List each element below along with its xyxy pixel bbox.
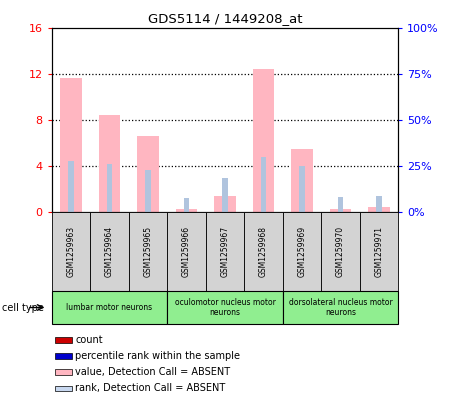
Bar	[90, 212, 129, 291]
Bar	[60, 78, 81, 212]
Bar	[222, 178, 228, 212]
Bar	[321, 212, 360, 291]
Text: rank, Detection Call = ABSENT: rank, Detection Call = ABSENT	[76, 384, 226, 393]
Text: count: count	[76, 335, 103, 345]
Bar	[52, 212, 90, 291]
Text: lumbar motor neurons: lumbar motor neurons	[67, 303, 153, 312]
Bar	[360, 212, 398, 291]
Bar	[299, 166, 305, 212]
Text: oculomotor nucleus motor
neurons: oculomotor nucleus motor neurons	[175, 298, 275, 317]
Bar	[206, 212, 244, 291]
Bar	[55, 369, 72, 375]
Bar	[52, 291, 167, 324]
Text: GSM1259963: GSM1259963	[67, 226, 76, 277]
Text: GSM1259967: GSM1259967	[220, 226, 230, 277]
Bar	[214, 196, 236, 212]
Bar	[369, 208, 390, 212]
Text: GSM1259966: GSM1259966	[182, 226, 191, 277]
Bar	[283, 212, 321, 291]
Bar	[338, 196, 343, 212]
Bar	[55, 337, 72, 343]
Text: GSM1259964: GSM1259964	[105, 226, 114, 277]
Bar	[253, 69, 274, 212]
Bar	[292, 149, 313, 212]
Bar	[184, 198, 189, 212]
Bar	[176, 209, 197, 212]
Bar	[99, 115, 120, 212]
Bar	[167, 212, 206, 291]
Bar	[68, 162, 74, 212]
Bar	[261, 157, 266, 212]
Bar	[137, 136, 158, 212]
Bar	[283, 291, 398, 324]
Text: GSM1259971: GSM1259971	[374, 226, 383, 277]
Text: value, Detection Call = ABSENT: value, Detection Call = ABSENT	[76, 367, 230, 377]
Bar	[244, 212, 283, 291]
Text: GSM1259965: GSM1259965	[144, 226, 153, 277]
Bar	[107, 164, 112, 212]
Text: GSM1259968: GSM1259968	[259, 226, 268, 277]
Bar	[129, 212, 167, 291]
Text: percentile rank within the sample: percentile rank within the sample	[76, 351, 240, 361]
Text: cell type: cell type	[2, 303, 44, 312]
Text: GSM1259970: GSM1259970	[336, 226, 345, 277]
Bar	[145, 170, 151, 212]
Bar	[55, 386, 72, 391]
Bar	[167, 291, 283, 324]
Text: dorsolateral nucleus motor
neurons: dorsolateral nucleus motor neurons	[288, 298, 392, 317]
Bar	[55, 353, 72, 359]
Bar	[330, 209, 351, 212]
Title: GDS5114 / 1449208_at: GDS5114 / 1449208_at	[148, 12, 302, 25]
Text: GSM1259969: GSM1259969	[297, 226, 306, 277]
Bar	[376, 196, 382, 212]
